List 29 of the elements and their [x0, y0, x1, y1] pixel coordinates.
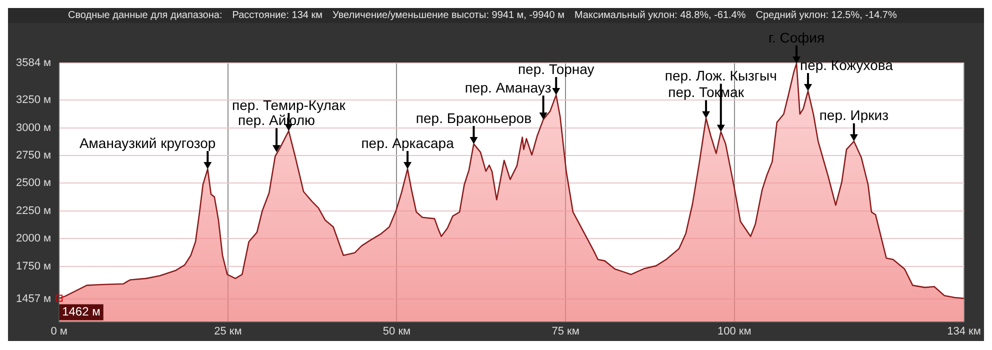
x-tick-label: 25 км — [214, 325, 242, 338]
x-tick-label: 134 км — [947, 325, 981, 338]
x-tick-label: 0 м — [50, 325, 68, 338]
y-tick-label: 3584 м — [16, 57, 52, 70]
text: Расстояние: 134 км — [232, 10, 323, 21]
annotation: пер. Аркасара — [361, 134, 454, 151]
chart-title: Сводные данные для диапазона: — [68, 10, 222, 21]
y-tick-label: 2250 м — [16, 204, 52, 217]
annotation: пер. Темир-Кулак — [232, 96, 346, 113]
y-tick-label: 2750 м — [16, 150, 52, 162]
y-tick-label: 2500 м — [16, 177, 52, 190]
y-tick-label: 1750 м — [16, 260, 52, 272]
y-tick-label: 3250 м — [16, 94, 52, 106]
annotation: Аманаузкий кругозор — [79, 134, 216, 151]
x-tick-label: 75 км — [552, 325, 580, 338]
annotation: пер. Лож. Кызгыч — [664, 68, 777, 84]
y-tick-label: 2000 м — [16, 232, 52, 245]
text: Максимальный уклон: 48.8%, -61.4% — [574, 10, 746, 21]
x-tick-label: 100 км — [717, 325, 752, 338]
y-tick-label: 1457 м — [16, 292, 52, 305]
annotation: пер. Браконьеров — [416, 110, 532, 126]
annotation: пер. Иркиз — [819, 107, 889, 124]
annotation: 1462 м — [62, 304, 100, 319]
annotation: пер. Торнау — [518, 60, 594, 77]
y-tick-label: 3000 м — [16, 122, 52, 134]
x-tick-label: 50 км — [382, 325, 411, 338]
text: Увеличение/уменьшение высоты: 9941 м, -9940 м — [332, 10, 564, 21]
text: Средний уклон: 12.5%, -14.7% — [756, 10, 897, 21]
annotation: пер. Аманауз — [464, 79, 552, 96]
